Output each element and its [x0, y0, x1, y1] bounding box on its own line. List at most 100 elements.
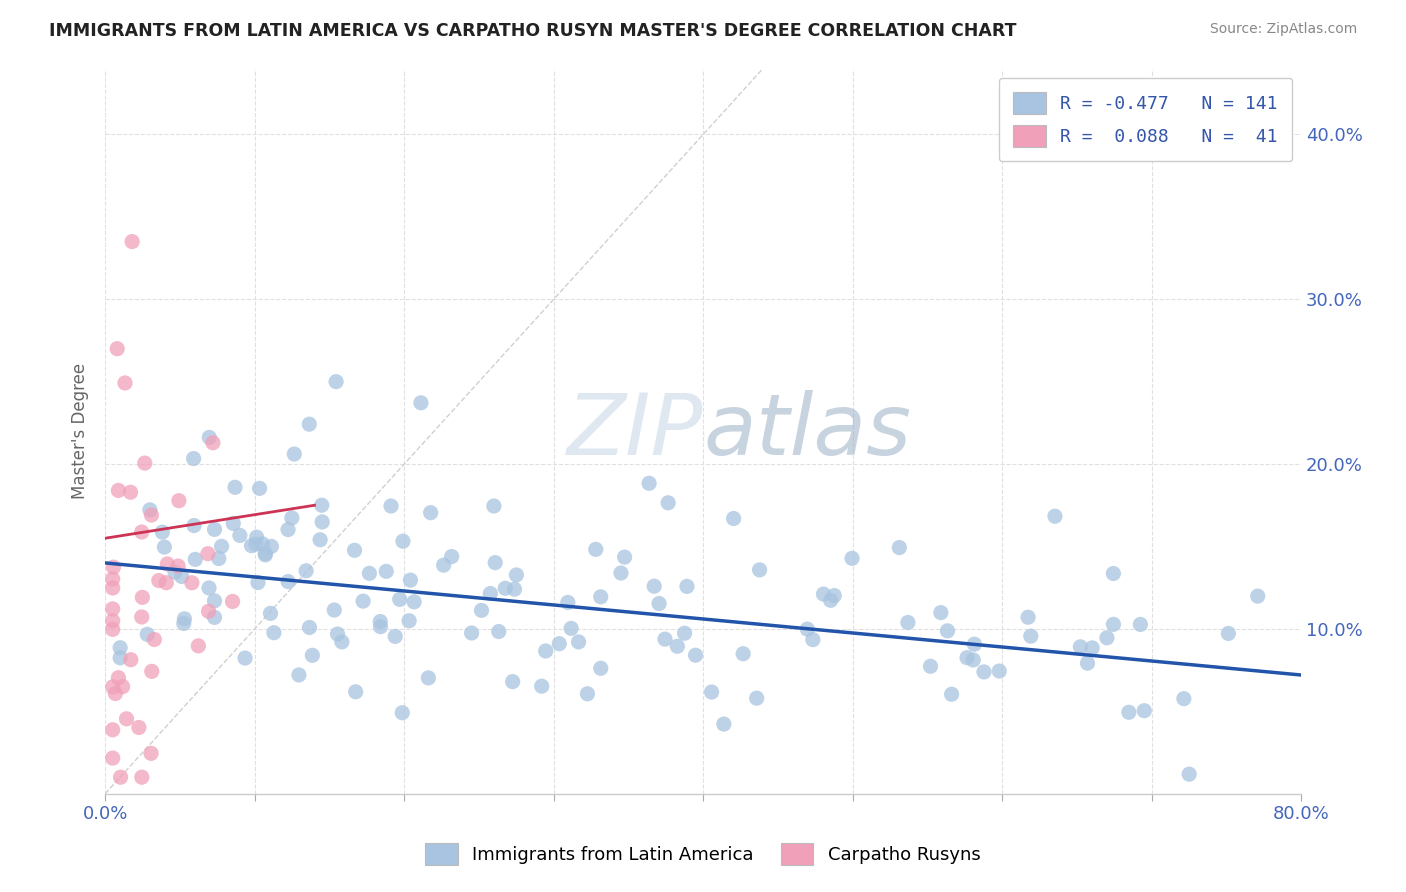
Point: [323, 603, 346, 617]
Point: [222, 516, 245, 531]
Point: [897, 615, 920, 630]
Point: [111, 680, 134, 694]
Point: [388, 592, 411, 607]
Point: [470, 603, 492, 617]
Point: [246, 575, 269, 590]
Point: [956, 650, 979, 665]
Point: [1095, 631, 1118, 645]
Point: [638, 476, 661, 491]
Point: [889, 541, 911, 555]
Point: [962, 653, 984, 667]
Point: [254, 548, 277, 562]
Point: [136, 627, 159, 641]
Point: [534, 644, 557, 658]
Point: [1076, 656, 1098, 670]
Point: [101, 723, 124, 737]
Point: [204, 522, 226, 536]
Point: [723, 511, 745, 525]
Point: [139, 747, 162, 761]
Point: [107, 671, 129, 685]
Point: [221, 594, 243, 608]
Point: [1133, 704, 1156, 718]
Point: [343, 543, 366, 558]
Point: [648, 597, 671, 611]
Point: [183, 451, 205, 466]
Point: [114, 376, 136, 390]
Point: [733, 647, 755, 661]
Point: [484, 556, 506, 570]
Point: [163, 565, 186, 579]
Point: [120, 653, 142, 667]
Point: [796, 622, 818, 636]
Point: [398, 614, 420, 628]
Point: [229, 528, 252, 542]
Point: [211, 540, 233, 554]
Point: [101, 572, 124, 586]
Point: [1129, 617, 1152, 632]
Point: [141, 665, 163, 679]
Point: [233, 651, 256, 665]
Point: [201, 435, 224, 450]
Point: [153, 540, 176, 554]
Point: [613, 550, 636, 565]
Point: [120, 485, 142, 500]
Point: [384, 629, 406, 643]
Point: [249, 481, 271, 495]
Point: [311, 515, 333, 529]
Point: [131, 524, 153, 539]
Point: [173, 612, 195, 626]
Point: [131, 591, 153, 605]
Point: [187, 639, 209, 653]
Point: [941, 687, 963, 701]
Point: [245, 537, 267, 551]
Point: [283, 447, 305, 461]
Point: [1069, 640, 1091, 654]
Point: [131, 610, 153, 624]
Point: [557, 595, 579, 609]
Point: [657, 496, 679, 510]
Point: [359, 566, 381, 581]
Point: [368, 615, 391, 629]
Legend: Immigrants from Latin America, Carpatho Rusyns: Immigrants from Latin America, Carpatho …: [416, 834, 990, 874]
Point: [148, 574, 170, 588]
Point: [198, 430, 221, 444]
Point: [141, 508, 163, 522]
Point: [433, 558, 456, 573]
Point: [988, 664, 1011, 678]
Point: [101, 680, 124, 694]
Point: [409, 396, 432, 410]
Point: [643, 579, 665, 593]
Point: [170, 569, 193, 583]
Point: [352, 594, 374, 608]
Point: [801, 632, 824, 647]
Point: [380, 499, 402, 513]
Point: [101, 614, 124, 628]
Point: [460, 626, 482, 640]
Y-axis label: Master's Degree: Master's Degree: [72, 363, 89, 500]
Point: [326, 627, 349, 641]
Point: [224, 480, 246, 494]
Point: [503, 582, 526, 597]
Point: [309, 533, 332, 547]
Point: [1019, 629, 1042, 643]
Point: [115, 712, 138, 726]
Point: [183, 518, 205, 533]
Point: [101, 581, 124, 595]
Point: [101, 751, 124, 765]
Point: [150, 525, 173, 540]
Point: [673, 626, 696, 640]
Point: [103, 560, 125, 574]
Point: [101, 602, 124, 616]
Point: [197, 604, 219, 618]
Point: [1081, 640, 1104, 655]
Point: [963, 637, 986, 651]
Point: [277, 574, 299, 589]
Point: [288, 668, 311, 682]
Point: [610, 566, 633, 580]
Point: [259, 607, 281, 621]
Point: [134, 456, 156, 470]
Text: IMMIGRANTS FROM LATIN AMERICA VS CARPATHO RUSYN MASTER'S DEGREE CORRELATION CHAR: IMMIGRANTS FROM LATIN AMERICA VS CARPATH…: [49, 22, 1017, 40]
Point: [131, 770, 153, 784]
Text: ZIP: ZIP: [567, 390, 703, 473]
Point: [419, 506, 441, 520]
